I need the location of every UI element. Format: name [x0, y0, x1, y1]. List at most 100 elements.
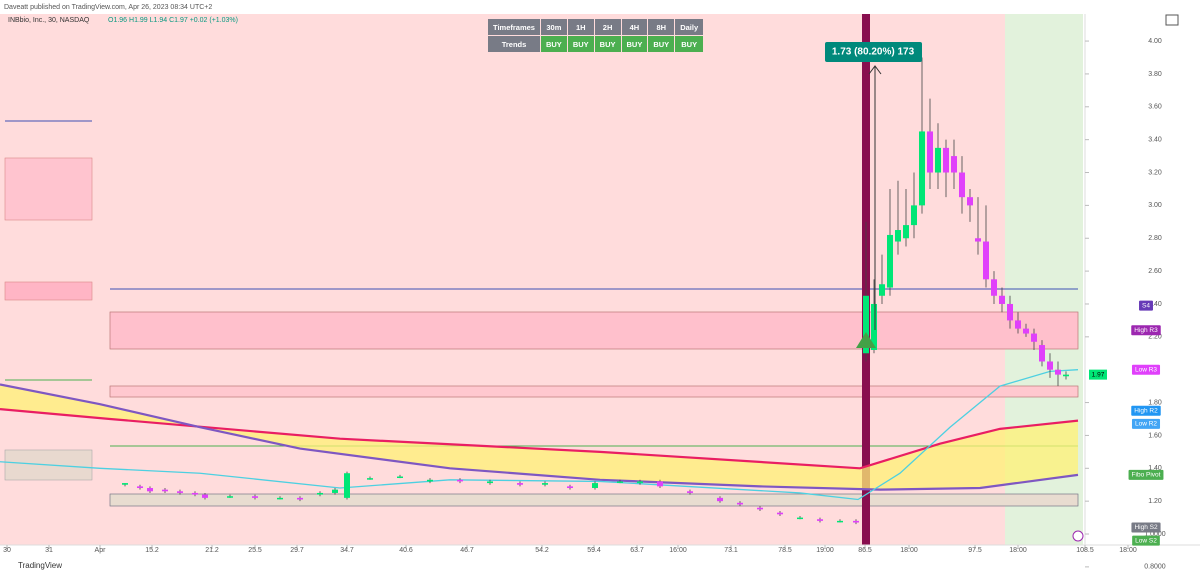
- camera-icon[interactable]: [1165, 14, 1179, 26]
- table-cell: 8H: [648, 19, 675, 35]
- level-tag: [1131, 325, 1161, 336]
- published: Daveatt published on TradingView.com, Ap…: [4, 4, 212, 11]
- cloud-fill: [0, 384, 1078, 490]
- x-tick-label: 25.5: [248, 547, 262, 554]
- candle-body: [1007, 303, 1013, 321]
- candle-body: [903, 225, 909, 239]
- y-tick-label: 1.80: [1148, 399, 1162, 406]
- symbol: INBbio, Inc., 30, NASDAQ: [8, 17, 90, 24]
- x-tick-label: 18:00: [900, 547, 918, 554]
- candle-body: [927, 131, 933, 173]
- candle-body: [1023, 328, 1029, 334]
- table-cell: BUY: [567, 36, 594, 52]
- table-cell: BUY: [540, 36, 567, 52]
- candle-body: [1015, 320, 1021, 329]
- buy-signal: [856, 332, 876, 348]
- level-label: Low S2: [1135, 537, 1157, 544]
- candle-body: [637, 481, 643, 484]
- x-tick-label: 97.5: [968, 547, 982, 554]
- candle-body: [975, 238, 981, 242]
- candle-body: [757, 507, 763, 510]
- candle-body: [427, 479, 433, 482]
- level-tag: [1131, 405, 1161, 416]
- candle-body: [617, 481, 623, 483]
- indicator-line: [0, 369, 1079, 501]
- candle-body: [991, 279, 997, 296]
- x-tick-label: 73.1: [724, 547, 738, 554]
- candle-body: [122, 483, 128, 485]
- level-tag: [1139, 300, 1153, 311]
- x-tick-label: Apr: [95, 547, 107, 554]
- candle-body: [879, 284, 885, 296]
- candle-body: [935, 147, 941, 173]
- candle-body: [192, 492, 198, 495]
- x-tick-label: 108.5: [1076, 547, 1094, 554]
- candle-body: [227, 496, 233, 498]
- candle-body: [951, 156, 957, 173]
- x-tick-label: 29.7: [290, 547, 304, 554]
- table-cell: Trends: [488, 36, 540, 52]
- candle-body: [687, 491, 693, 493]
- y-tick-label: 1.0000: [1144, 531, 1166, 538]
- candle-body: [147, 488, 153, 492]
- zone: [4, 449, 93, 481]
- x-tick-label: 46.7: [460, 547, 474, 554]
- x-tick-label: 15.2: [145, 547, 159, 554]
- x-tick-label: 30: [3, 547, 11, 554]
- candle-body: [863, 295, 869, 354]
- table-cell: BUY: [594, 36, 621, 52]
- zone: [4, 281, 93, 301]
- candle-body: [657, 481, 663, 487]
- y-tick-label: 1.40: [1148, 465, 1162, 472]
- y-tick-label: 3.60: [1148, 104, 1162, 111]
- zone: [4, 157, 93, 221]
- level-label: Fibo Pivot: [1132, 472, 1161, 479]
- level-tag: [1128, 469, 1164, 480]
- candle-body: [1031, 333, 1037, 342]
- level-tag: [1131, 364, 1161, 375]
- candle-body: [871, 303, 877, 350]
- candle-body: [137, 486, 143, 489]
- candle-body: [344, 473, 350, 498]
- candle-body: [367, 478, 373, 480]
- candle-body: [1039, 345, 1045, 362]
- candle-body: [887, 234, 893, 288]
- candle-body: [542, 483, 548, 485]
- footer: TradingView: [18, 561, 62, 570]
- candle-body: [252, 496, 258, 498]
- candle-body: [967, 197, 973, 206]
- candle-body: [919, 131, 925, 206]
- x-tick-label: 59.4: [587, 547, 601, 554]
- candle-body: [717, 497, 723, 502]
- level-tag: [1132, 535, 1160, 546]
- table-cell: 1H: [567, 19, 594, 35]
- table-cell: Daily: [675, 19, 704, 35]
- candle-body: [297, 497, 303, 500]
- candle-body: [202, 494, 208, 498]
- y-tick-label: 3.40: [1148, 136, 1162, 143]
- x-tick-label: 31: [45, 547, 53, 554]
- zone-r3: [109, 311, 1079, 350]
- level-label: S4: [1142, 302, 1150, 309]
- candle-body: [1055, 369, 1061, 375]
- y-tick-label: 3.20: [1148, 169, 1162, 176]
- candle-body: [277, 497, 283, 500]
- level-label: Low R3: [1135, 366, 1157, 373]
- y-tick-label: 3.80: [1148, 71, 1162, 78]
- y-tick-label: 2.80: [1148, 235, 1162, 242]
- candle-body: [837, 520, 843, 523]
- icon: [1072, 530, 1084, 542]
- measure-arrow: [868, 65, 882, 75]
- x-tick-label: 86.5: [858, 547, 872, 554]
- candle-body: [797, 517, 803, 520]
- zone-r2: [109, 385, 1079, 398]
- x-tick-label: 19:00: [816, 547, 834, 554]
- candle-body: [777, 512, 783, 515]
- candle-body: [817, 519, 823, 521]
- x-tick-label: 18:00: [1119, 547, 1137, 554]
- candle-body: [853, 520, 859, 523]
- marks: [0, 57, 1079, 525]
- level-label: High S2: [1134, 524, 1158, 531]
